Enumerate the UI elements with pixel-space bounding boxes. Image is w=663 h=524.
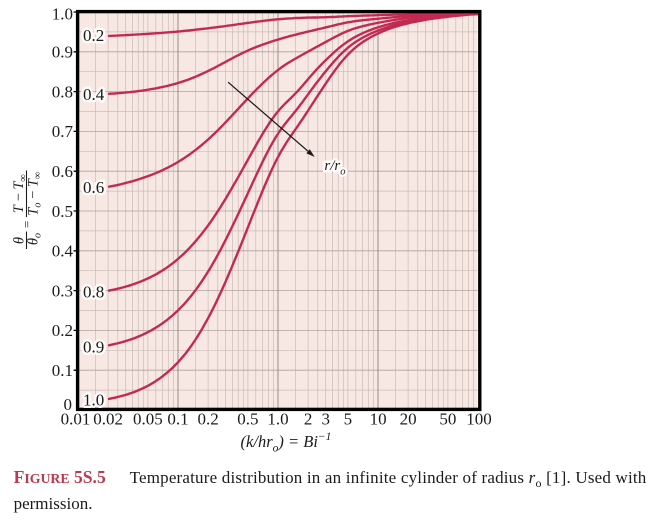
svg-text:0.5: 0.5 xyxy=(237,410,258,429)
svg-text:3: 3 xyxy=(321,410,330,429)
svg-text:0.4: 0.4 xyxy=(83,85,105,104)
svg-text:=: = xyxy=(19,221,34,228)
svg-text:0.5: 0.5 xyxy=(52,202,73,221)
svg-text:0.1: 0.1 xyxy=(167,410,188,429)
svg-text:5: 5 xyxy=(344,410,353,429)
svg-text:50: 50 xyxy=(439,410,456,429)
svg-text:0.6: 0.6 xyxy=(83,178,104,197)
svg-text:1.0: 1.0 xyxy=(83,391,104,410)
svg-text:0.05: 0.05 xyxy=(133,410,163,429)
svg-text:0.01: 0.01 xyxy=(61,410,91,429)
svg-text:0: 0 xyxy=(64,395,73,414)
svg-text:2: 2 xyxy=(304,410,313,429)
svg-text:0.1: 0.1 xyxy=(52,361,73,380)
svg-text:20: 20 xyxy=(400,410,417,429)
svg-text:0.3: 0.3 xyxy=(52,281,73,300)
svg-text:0.2: 0.2 xyxy=(83,26,104,45)
svg-text:(k/hro) = Bi−1: (k/hro) = Bi−1 xyxy=(241,431,332,455)
svg-text:1.0: 1.0 xyxy=(267,410,288,429)
svg-text:T − T∞: T − T∞ xyxy=(11,174,29,213)
svg-text:0.4: 0.4 xyxy=(52,242,74,261)
svg-text:θ: θ xyxy=(12,237,28,244)
svg-text:0.9: 0.9 xyxy=(52,43,73,62)
svg-text:0.8: 0.8 xyxy=(83,282,104,301)
svg-text:10: 10 xyxy=(370,410,387,429)
svg-text:0.7: 0.7 xyxy=(52,122,74,141)
svg-text:1.0: 1.0 xyxy=(52,4,73,23)
svg-text:0.2: 0.2 xyxy=(52,321,73,340)
svg-text:0.8: 0.8 xyxy=(52,82,73,101)
svg-text:0.2: 0.2 xyxy=(197,410,218,429)
svg-text:0.9: 0.9 xyxy=(83,337,104,356)
svg-text:0.6: 0.6 xyxy=(52,162,73,181)
svg-text:Temperature distribution in an: Temperature distribution in an infinite … xyxy=(130,468,647,490)
svg-text:0.02: 0.02 xyxy=(93,410,123,429)
svg-text:FIGURE 5S.5: FIGURE 5S.5 xyxy=(14,467,106,487)
svg-text:100: 100 xyxy=(466,410,492,429)
svg-text:permission.: permission. xyxy=(14,494,93,513)
